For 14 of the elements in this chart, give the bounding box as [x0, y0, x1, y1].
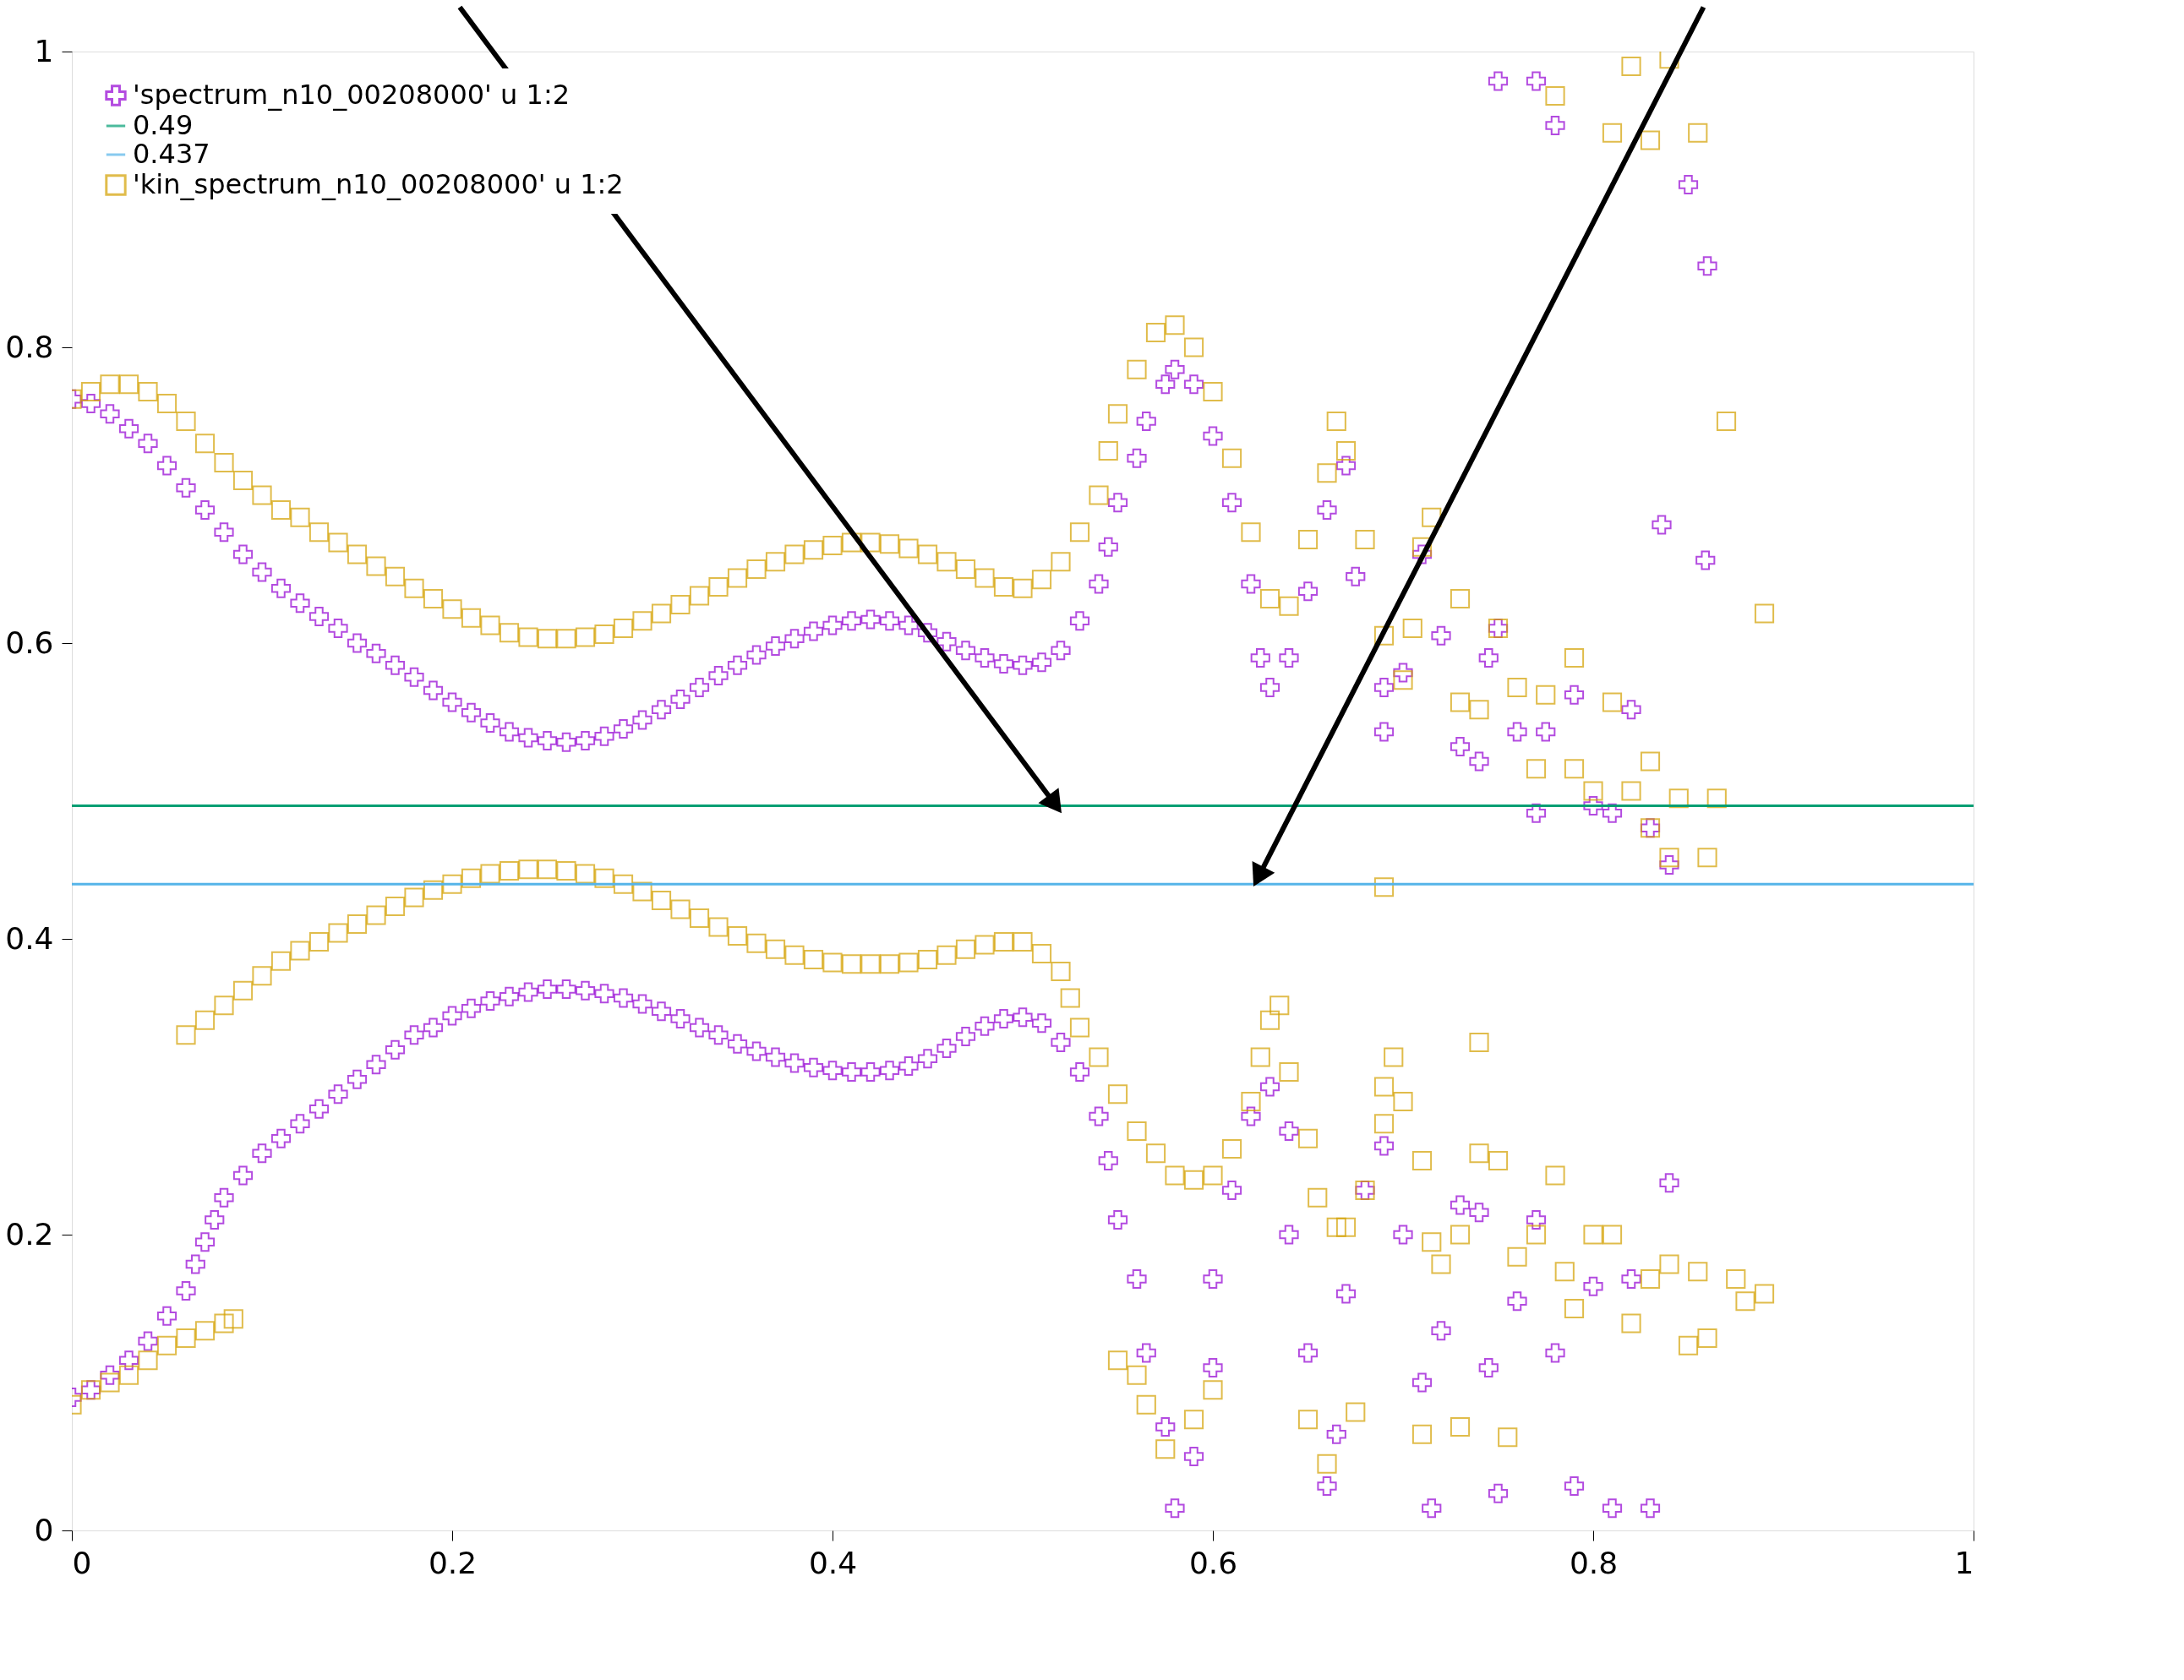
x-tick-label: 0: [72, 1545, 92, 1580]
x-tick-label: 0.6: [1188, 1545, 1238, 1580]
legend-label: 'kin_spectrum_n10_00208000' u 1:2: [133, 168, 624, 200]
y-tick-label: 1: [34, 33, 54, 68]
y-tick-label: 0.4: [5, 920, 54, 956]
y-tick-label: 0.2: [5, 1216, 54, 1252]
y-tick-label: 0.8: [5, 329, 54, 364]
x-tick-label: 0.8: [1569, 1545, 1619, 1580]
y-tick-label: 0: [34, 1512, 54, 1547]
y-tick-label: 0.6: [5, 625, 54, 660]
x-tick-label: 0.2: [428, 1545, 478, 1580]
x-tick-label: 0.4: [808, 1545, 858, 1580]
x-tick-label: 1: [1954, 1545, 1974, 1580]
legend-label: 'spectrum_n10_00208000' u 1:2: [133, 79, 571, 111]
